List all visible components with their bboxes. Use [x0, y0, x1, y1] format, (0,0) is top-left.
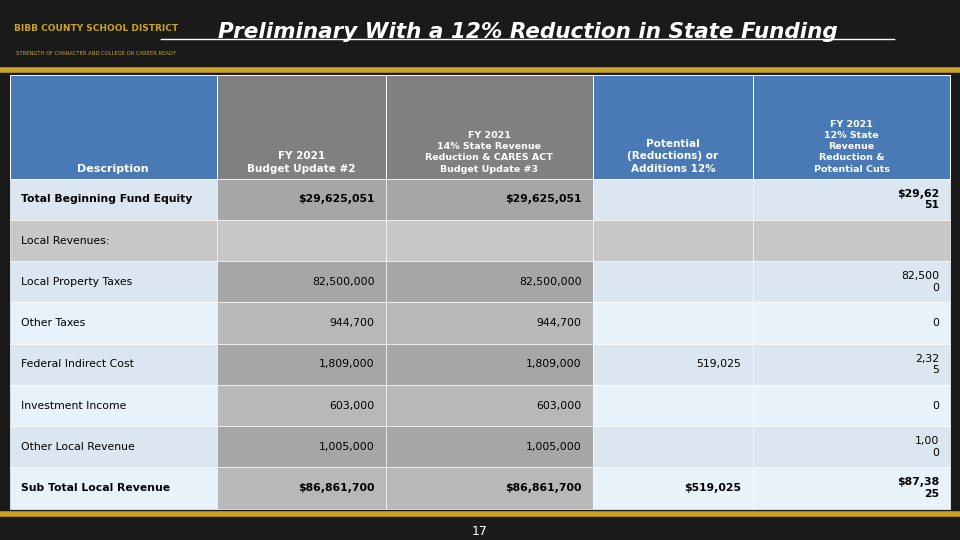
- Text: Local Revenues:: Local Revenues:: [21, 235, 109, 246]
- Bar: [386, 261, 593, 302]
- Bar: [386, 468, 593, 509]
- Bar: [386, 426, 593, 468]
- Text: 603,000: 603,000: [329, 401, 374, 410]
- Bar: [753, 302, 950, 343]
- Text: Federal Indirect Cost: Federal Indirect Cost: [21, 359, 133, 369]
- Text: 1,809,000: 1,809,000: [526, 359, 582, 369]
- Text: Sub Total Local Revenue: Sub Total Local Revenue: [21, 483, 170, 493]
- Bar: [593, 385, 753, 426]
- Text: 944,700: 944,700: [537, 318, 582, 328]
- Bar: [10, 385, 217, 426]
- Bar: [217, 75, 386, 179]
- Bar: [593, 302, 753, 343]
- Bar: [753, 179, 950, 220]
- Text: $87,38
25: $87,38 25: [897, 477, 939, 499]
- Bar: [10, 220, 217, 261]
- Bar: [217, 343, 386, 385]
- Bar: [753, 261, 950, 302]
- Text: 1,005,000: 1,005,000: [319, 442, 374, 452]
- Text: Preliminary With a 12% Reduction in State Funding: Preliminary With a 12% Reduction in Stat…: [218, 22, 838, 42]
- Text: 603,000: 603,000: [537, 401, 582, 410]
- Text: 0: 0: [932, 318, 939, 328]
- Bar: [10, 302, 217, 343]
- Bar: [217, 302, 386, 343]
- Text: Other Taxes: Other Taxes: [21, 318, 85, 328]
- Bar: [386, 75, 593, 179]
- Text: Investment Income: Investment Income: [21, 401, 127, 410]
- Text: 0: 0: [932, 401, 939, 410]
- Bar: [386, 343, 593, 385]
- Bar: [217, 220, 386, 261]
- Bar: [10, 426, 217, 468]
- Bar: [386, 220, 593, 261]
- Bar: [217, 385, 386, 426]
- Text: $29,625,051: $29,625,051: [299, 194, 374, 204]
- Text: 82,500
0: 82,500 0: [901, 271, 939, 293]
- Bar: [386, 179, 593, 220]
- Bar: [10, 75, 217, 179]
- Text: 519,025: 519,025: [697, 359, 741, 369]
- Bar: [753, 343, 950, 385]
- Bar: [217, 261, 386, 302]
- Text: 82,500,000: 82,500,000: [312, 277, 374, 287]
- Text: $29,62
51: $29,62 51: [897, 188, 939, 210]
- Text: FY 2021
14% State Revenue
Reduction & CARES ACT
Budget Update #3: FY 2021 14% State Revenue Reduction & CA…: [425, 131, 553, 173]
- Text: 944,700: 944,700: [329, 318, 374, 328]
- Bar: [593, 343, 753, 385]
- Text: Other Local Revenue: Other Local Revenue: [21, 442, 134, 452]
- Text: FY 2021
12% State
Revenue
Reduction &
Potential Cuts: FY 2021 12% State Revenue Reduction & Po…: [814, 120, 890, 173]
- Bar: [217, 426, 386, 468]
- Bar: [753, 220, 950, 261]
- Bar: [593, 261, 753, 302]
- Text: $86,861,700: $86,861,700: [505, 483, 582, 493]
- Bar: [593, 468, 753, 509]
- Bar: [386, 302, 593, 343]
- Bar: [10, 179, 217, 220]
- Text: Description: Description: [77, 164, 149, 173]
- Text: 17: 17: [472, 525, 488, 538]
- Bar: [593, 426, 753, 468]
- Text: 1,005,000: 1,005,000: [526, 442, 582, 452]
- Text: 1,00
0: 1,00 0: [915, 436, 939, 457]
- Text: 1,809,000: 1,809,000: [319, 359, 374, 369]
- Bar: [593, 75, 753, 179]
- Text: Potential
(Reductions) or
Additions 12%: Potential (Reductions) or Additions 12%: [627, 139, 718, 173]
- Text: 82,500,000: 82,500,000: [519, 277, 582, 287]
- Text: FY 2021
Budget Update #2: FY 2021 Budget Update #2: [247, 151, 355, 173]
- Bar: [753, 385, 950, 426]
- Bar: [753, 75, 950, 179]
- Text: Total Beginning Fund Equity: Total Beginning Fund Equity: [21, 194, 192, 204]
- Bar: [217, 468, 386, 509]
- Text: $86,861,700: $86,861,700: [299, 483, 374, 493]
- Bar: [753, 426, 950, 468]
- Text: $519,025: $519,025: [684, 483, 741, 493]
- Bar: [10, 261, 217, 302]
- Bar: [217, 179, 386, 220]
- Text: 2,32
5: 2,32 5: [915, 354, 939, 375]
- Text: $29,625,051: $29,625,051: [505, 194, 582, 204]
- Bar: [386, 385, 593, 426]
- Text: BIBB COUNTY SCHOOL DISTRICT: BIBB COUNTY SCHOOL DISTRICT: [14, 24, 178, 33]
- Bar: [593, 220, 753, 261]
- Text: STRENGTH OF CHARACTER AND COLLEGE OR CAREER READY: STRENGTH OF CHARACTER AND COLLEGE OR CAR…: [16, 51, 176, 56]
- Bar: [10, 343, 217, 385]
- Text: Local Property Taxes: Local Property Taxes: [21, 277, 132, 287]
- Bar: [593, 179, 753, 220]
- Bar: [753, 468, 950, 509]
- Bar: [10, 468, 217, 509]
